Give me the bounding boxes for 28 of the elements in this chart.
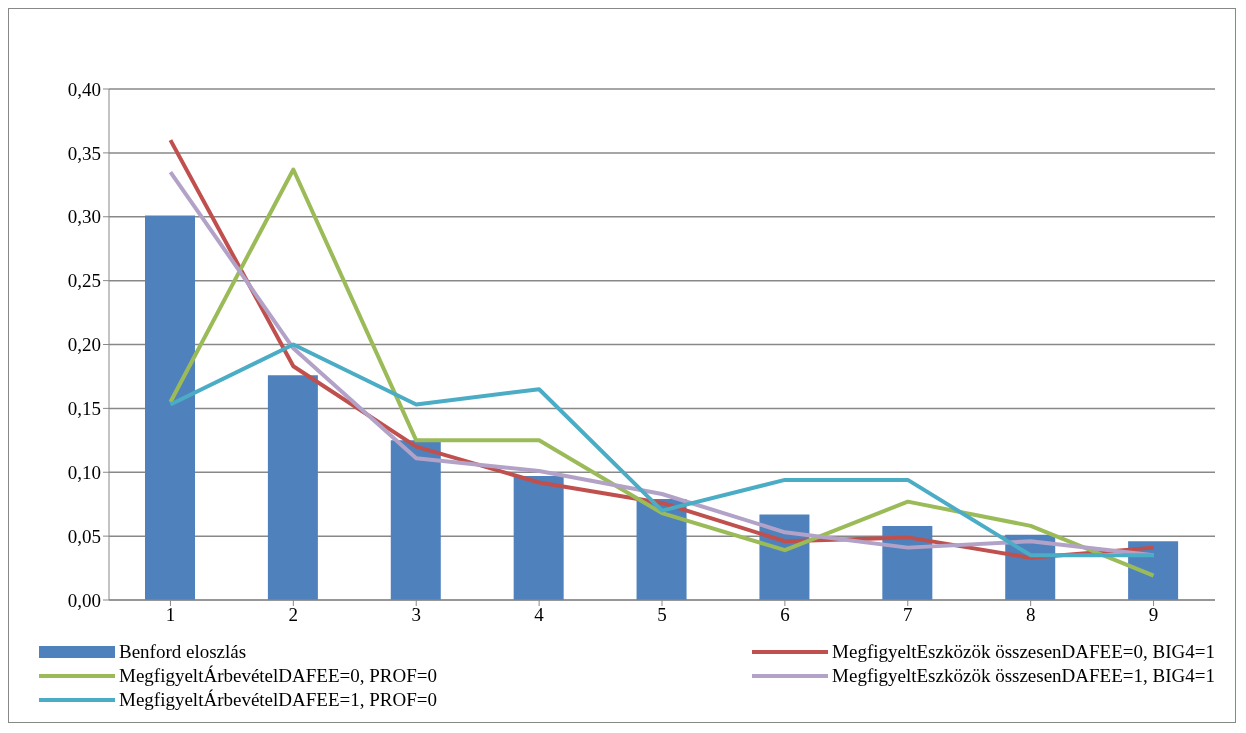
legend-label: MegfigyeltÁrbevételDAFEE=0, PROF=0 [119, 664, 438, 688]
x-tick-label: 7 [903, 604, 913, 626]
x-tick-label: 3 [411, 604, 421, 626]
x-tick-label: 2 [288, 604, 299, 626]
x-tick-label: 4 [534, 604, 545, 626]
y-tick-label: 0,20 [67, 334, 101, 356]
bar [145, 215, 195, 600]
x-tick-label: 6 [780, 604, 790, 626]
y-tick-label: 0,00 [67, 589, 101, 611]
legend-label: MegfigyeltÁrbevételDAFEE=1, PROF=0 [119, 688, 438, 712]
y-tick-label: 0,15 [67, 398, 101, 420]
y-tick-label: 0,25 [67, 270, 101, 292]
bar [513, 476, 564, 600]
bar [390, 440, 441, 600]
legend-label: MegfigyeltEszközök összesenDAFEE=0, BIG4=1 [832, 640, 1215, 664]
y-tick-label: 0,30 [67, 206, 101, 228]
x-tick-label: 9 [1148, 604, 1159, 626]
x-tick-label: 1 [165, 604, 176, 626]
line-series [168, 342, 1156, 558]
y-tick-label: 0,10 [67, 461, 101, 483]
y-tick-label: 0,05 [67, 525, 101, 547]
x-tick-label: 8 [1025, 604, 1036, 626]
bar [267, 375, 318, 600]
legend-label: MegfigyeltEszközök összesenDAFEE=1, BIG4=1 [832, 664, 1215, 688]
legend-label: Benford eloszlás [119, 640, 247, 664]
x-tick-label: 5 [657, 604, 667, 626]
y-tick-label: 0,40 [67, 78, 101, 100]
y-tick-label: 0,35 [67, 142, 101, 164]
